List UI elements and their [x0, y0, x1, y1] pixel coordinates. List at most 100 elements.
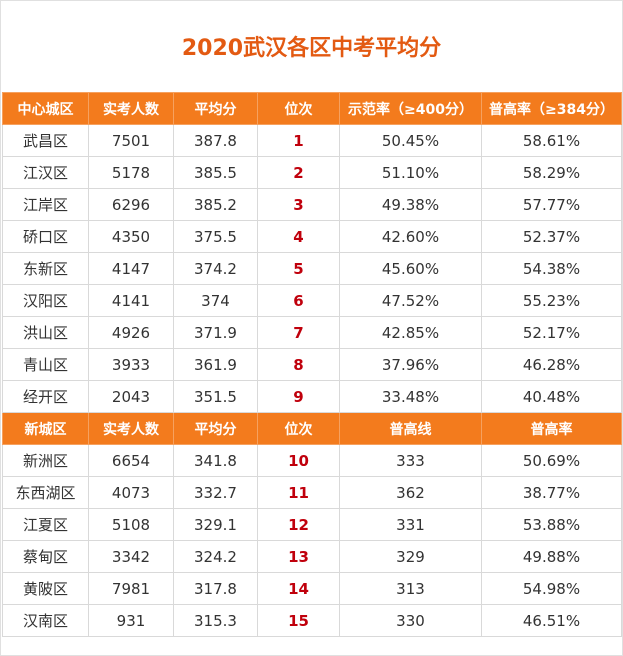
table-cell: 51.10% [339, 156, 482, 189]
table-cell: 331 [339, 508, 482, 541]
table-header-row: 新城区 实考人数 平均分 位次 普高线 普高率 [2, 412, 622, 445]
table-cell: 329 [339, 540, 482, 573]
score-table: 中心城区 实考人数 平均分 位次 示范率（≥400分） 普高率（≥384分） 武昌区 7501… [2, 92, 622, 637]
rank-cell: 4 [257, 220, 340, 253]
column-header: 普高率（≥384分） [481, 92, 622, 125]
table-cell: 4147 [88, 252, 174, 285]
table-cell: 4141 [88, 284, 174, 317]
column-header: 实考人数 [88, 92, 174, 125]
table-cell: 新洲区 [2, 444, 89, 477]
table-cell: 54.38% [481, 252, 622, 285]
table-cell: 汉阳区 [2, 284, 89, 317]
table-cell: 洪山区 [2, 316, 89, 349]
table-cell: 385.5 [173, 156, 258, 189]
table-row: 洪山区 4926 371.9 7 42.85% 52.17% [2, 316, 622, 349]
table-row: 汉阳区 4141 374 6 47.52% 55.23% [2, 284, 622, 317]
table-cell: 58.61% [481, 124, 622, 157]
table-cell: 50.69% [481, 444, 622, 477]
rank-cell: 15 [257, 604, 340, 637]
rank-cell: 7 [257, 316, 340, 349]
table-cell: 387.8 [173, 124, 258, 157]
table-cell: 5108 [88, 508, 174, 541]
rank-cell: 6 [257, 284, 340, 317]
table-cell: 374 [173, 284, 258, 317]
rank-cell: 5 [257, 252, 340, 285]
table-cell: 42.85% [339, 316, 482, 349]
table-row: 武昌区 7501 387.8 1 50.45% 58.61% [2, 124, 622, 157]
table-cell: 50.45% [339, 124, 482, 157]
table-cell: 7501 [88, 124, 174, 157]
table-cell: 52.37% [481, 220, 622, 253]
table-cell: 江岸区 [2, 188, 89, 221]
rank-cell: 11 [257, 476, 340, 509]
column-header: 位次 [257, 412, 340, 445]
column-header: 平均分 [173, 412, 258, 445]
table-cell: 333 [339, 444, 482, 477]
table-cell: 371.9 [173, 316, 258, 349]
table-cell: 东西湖区 [2, 476, 89, 509]
column-header: 普高线 [339, 412, 482, 445]
table-cell: 汉南区 [2, 604, 89, 637]
rank-cell: 2 [257, 156, 340, 189]
table-cell: 江汉区 [2, 156, 89, 189]
table-row: 江岸区 6296 385.2 3 49.38% 57.77% [2, 188, 622, 221]
page-title: 2020武汉各区中考平均分 [181, 36, 442, 61]
rank-cell: 8 [257, 348, 340, 381]
table-row: 蔡甸区 3342 324.2 13 329 49.88% [2, 540, 622, 573]
table-cell: 武昌区 [2, 124, 89, 157]
table-row: 青山区 3933 361.9 8 37.96% 46.28% [2, 348, 622, 381]
table-cell: 6654 [88, 444, 174, 477]
table-row: 江汉区 5178 385.5 2 51.10% 58.29% [2, 156, 622, 189]
table-cell: 46.51% [481, 604, 622, 637]
table-cell: 蔡甸区 [2, 540, 89, 573]
table-cell: 40.48% [481, 380, 622, 413]
table-cell: 黄陂区 [2, 572, 89, 605]
table-cell: 49.38% [339, 188, 482, 221]
table-cell: 315.3 [173, 604, 258, 637]
table-cell: 351.5 [173, 380, 258, 413]
table-cell: 361.9 [173, 348, 258, 381]
table-cell: 江夏区 [2, 508, 89, 541]
table-cell: 45.60% [339, 252, 482, 285]
table-cell: 317.8 [173, 572, 258, 605]
table-cell: 53.88% [481, 508, 622, 541]
table-cell: 5178 [88, 156, 174, 189]
rank-cell: 10 [257, 444, 340, 477]
table-cell: 313 [339, 572, 482, 605]
table-cell: 38.77% [481, 476, 622, 509]
column-header: 位次 [257, 92, 340, 125]
table-row: 黄陂区 7981 317.8 14 313 54.98% [2, 572, 622, 605]
table-cell: 374.2 [173, 252, 258, 285]
table-cell: 4073 [88, 476, 174, 509]
column-header: 示范率（≥400分） [339, 92, 482, 125]
table-cell: 931 [88, 604, 174, 637]
table-row: 东西湖区 4073 332.7 11 362 38.77% [2, 476, 622, 509]
rank-cell: 1 [257, 124, 340, 157]
rank-cell: 14 [257, 572, 340, 605]
table-cell: 46.28% [481, 348, 622, 381]
table-cell: 东新区 [2, 252, 89, 285]
table-cell: 332.7 [173, 476, 258, 509]
table-cell: 47.52% [339, 284, 482, 317]
table-cell: 4350 [88, 220, 174, 253]
table-cell: 2043 [88, 380, 174, 413]
table-cell: 3933 [88, 348, 174, 381]
column-header: 新城区 [2, 412, 89, 445]
table-cell: 52.17% [481, 316, 622, 349]
table-cell: 54.98% [481, 572, 622, 605]
table-cell: 324.2 [173, 540, 258, 573]
column-header: 普高率 [481, 412, 622, 445]
table-row: 硚口区 4350 375.5 4 42.60% 52.37% [2, 220, 622, 253]
table-cell: 329.1 [173, 508, 258, 541]
rank-cell: 9 [257, 380, 340, 413]
table-cell: 362 [339, 476, 482, 509]
table-header-row: 中心城区 实考人数 平均分 位次 示范率（≥400分） 普高率（≥384分） [2, 92, 622, 125]
table-row: 江夏区 5108 329.1 12 331 53.88% [2, 508, 622, 541]
table-row: 东新区 4147 374.2 5 45.60% 54.38% [2, 252, 622, 285]
table-cell: 58.29% [481, 156, 622, 189]
table-cell: 330 [339, 604, 482, 637]
rank-cell: 3 [257, 188, 340, 221]
table-cell: 375.5 [173, 220, 258, 253]
table-cell: 55.23% [481, 284, 622, 317]
table-cell: 4926 [88, 316, 174, 349]
